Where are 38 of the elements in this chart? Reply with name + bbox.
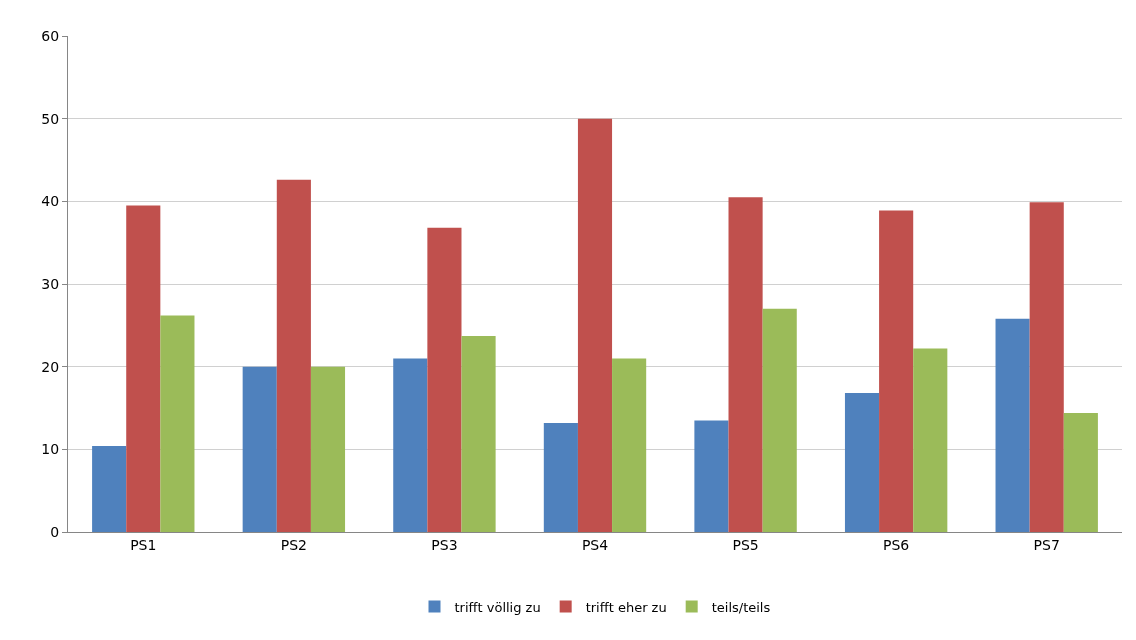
x-tick-label: PS3 bbox=[431, 536, 458, 553]
x-tick-label: PS7 bbox=[1033, 536, 1060, 553]
bar bbox=[879, 210, 914, 532]
bar bbox=[694, 420, 729, 532]
legend-label: trifft eher zu bbox=[585, 599, 667, 615]
bar bbox=[242, 366, 277, 532]
bar bbox=[92, 446, 127, 532]
bar bbox=[310, 366, 346, 532]
y-tick-label: 50 bbox=[41, 110, 60, 127]
bar bbox=[427, 227, 462, 532]
x-tick-label: PS6 bbox=[883, 536, 910, 553]
bar bbox=[543, 422, 578, 532]
x-tick-label: PS4 bbox=[581, 536, 609, 553]
x-tick-label: PS2 bbox=[280, 536, 307, 553]
x-tick-label: PS5 bbox=[732, 536, 759, 553]
bar bbox=[1063, 412, 1098, 532]
bar bbox=[160, 315, 195, 532]
x-tick-label: PS1 bbox=[130, 536, 157, 553]
bar bbox=[913, 348, 948, 532]
y-tick-label: 10 bbox=[41, 441, 60, 458]
bar bbox=[762, 308, 797, 532]
y-tick-label: 60 bbox=[41, 27, 60, 44]
y-tick-label: 20 bbox=[41, 358, 60, 375]
bar bbox=[126, 205, 161, 532]
bar bbox=[728, 197, 763, 532]
bar bbox=[995, 318, 1030, 532]
y-tick-label: 30 bbox=[41, 275, 60, 292]
bar bbox=[612, 358, 647, 532]
bar bbox=[577, 118, 613, 532]
bar bbox=[1029, 202, 1064, 532]
bar bbox=[276, 179, 311, 532]
bar bbox=[461, 336, 496, 532]
bar bbox=[393, 358, 428, 532]
legend-label: teils/teils bbox=[711, 599, 771, 615]
y-tick-label: 0 bbox=[50, 523, 60, 540]
y-tick-label: 40 bbox=[41, 193, 60, 210]
bar bbox=[844, 393, 880, 532]
legend-label: trifft völlig zu bbox=[454, 599, 541, 615]
